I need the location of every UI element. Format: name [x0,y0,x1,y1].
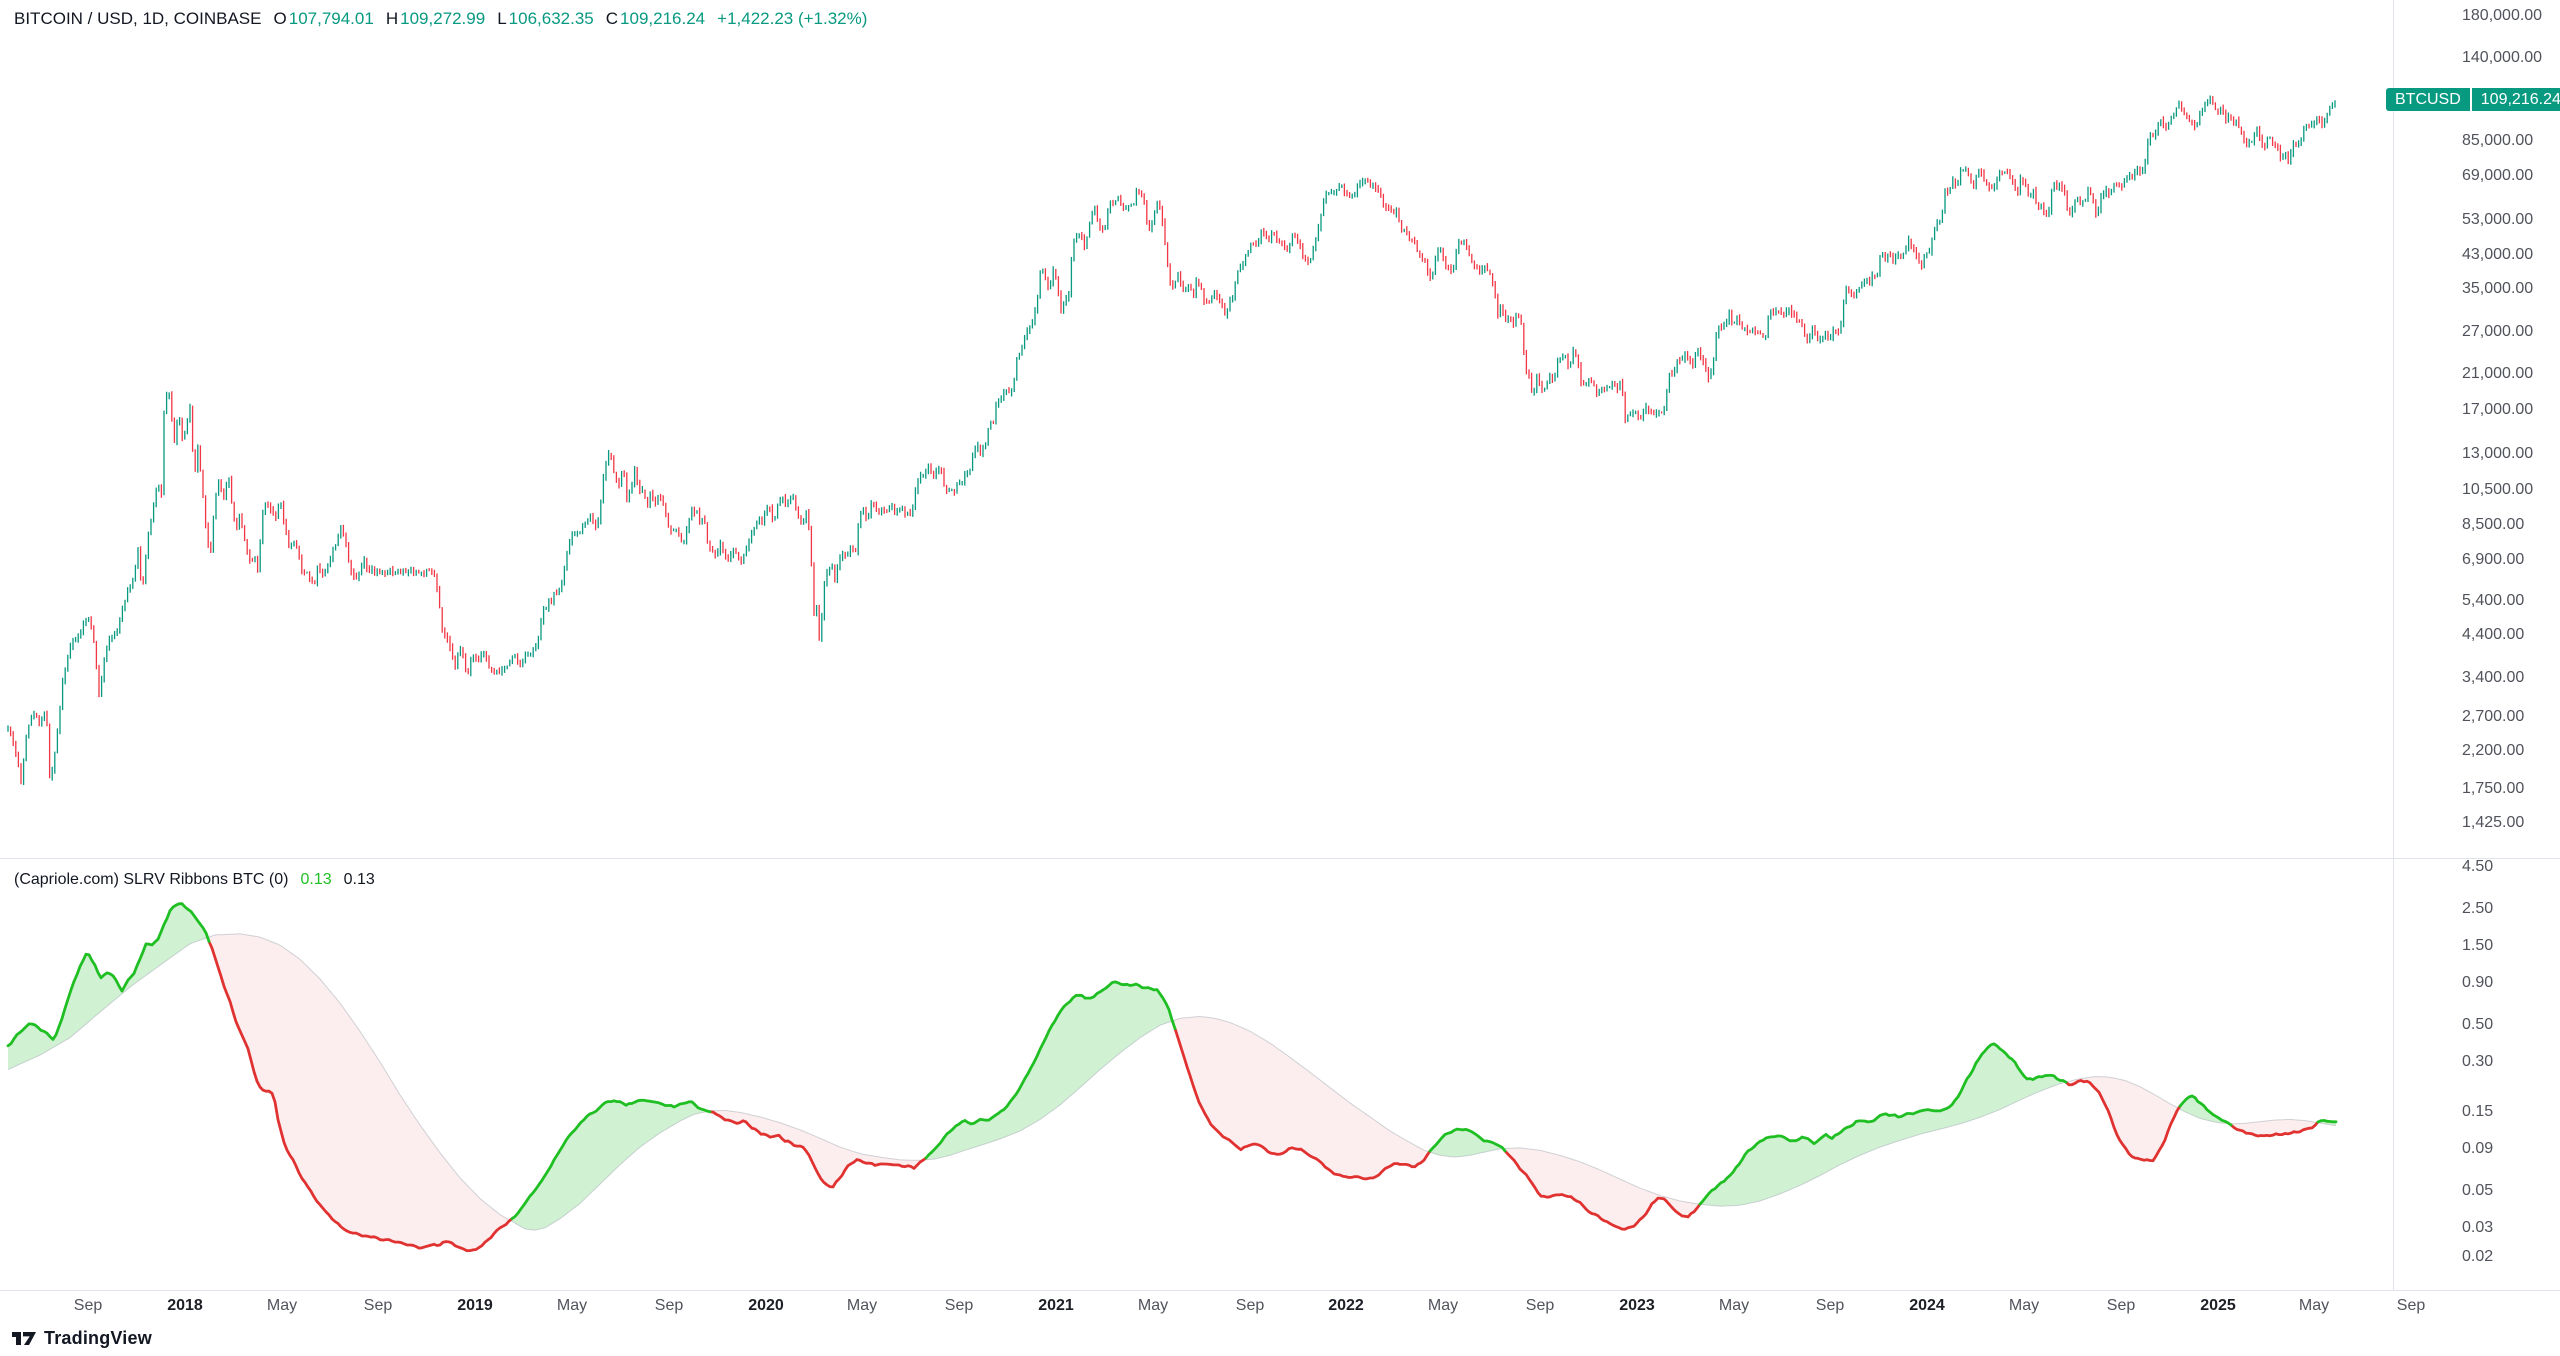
time-axis-label: Sep [944,1297,974,1314]
price-axis-label: 2,700.00 [2462,708,2525,725]
indicator-main-value: 0.13 [300,871,332,888]
time-axis-label: 2020 [748,1297,784,1314]
price-axis-label: 6,900.00 [2462,551,2525,568]
slrv-ribbons-series[interactable] [6,902,2338,1253]
time-axis-label: May [1427,1297,1459,1314]
indicator-band-value: 0.13 [343,871,375,888]
badge-separator [2469,88,2472,111]
time-axis-label: Sep [1525,1297,1555,1314]
indicator-axis-label: 0.15 [2462,1103,2494,1120]
indicator-legend[interactable]: (Capriole.com) SLRV Ribbons BTC (0) 0.13… [14,871,375,889]
time-axis-label: May [556,1297,588,1314]
price-axis-label: 85,000.00 [2462,132,2534,149]
price-axis-label: 21,000.00 [2462,365,2534,382]
time-axis-label: Sep [2106,1297,2136,1314]
time-axis-label: Sep [2396,1297,2426,1314]
time-axis-label: 2021 [1038,1297,1074,1314]
indicator-axis-label: 1.50 [2462,937,2494,954]
indicator-axis-label: 0.03 [2462,1219,2494,1236]
low-value: 106,632.35 [508,9,594,28]
time-axis-label: 2025 [2200,1297,2236,1314]
symbol-title[interactable]: BITCOIN / USD, 1D, COINBASE [14,9,262,28]
price-axis-label: 69,000.00 [2462,167,2534,184]
time-axis-label: May [2298,1297,2330,1314]
time-axis-label: May [1137,1297,1169,1314]
time-axis-label: Sep [1235,1297,1265,1314]
indicator-axis-label: 0.02 [2462,1248,2494,1265]
ohlc-low: L 106,632.35 [497,9,594,28]
time-axis-label: Sep [654,1297,684,1314]
price-axis-label: 4,400.00 [2462,626,2525,643]
slrv-line-green [6,902,2338,1220]
tradingview-logo-icon [12,1332,36,1345]
indicator-axis-label: 2.50 [2462,900,2494,917]
price-axis-label: 13,000.00 [2462,445,2534,462]
ribbon-fill-red [209,933,2318,1251]
high-value: 109,272.99 [400,9,486,28]
price-axis-label: 180,000.00 [2462,7,2543,24]
time-axis-label: May [2008,1297,2040,1314]
open-value: 107,794.01 [288,9,374,28]
price-axis-label: 1,425.00 [2462,814,2525,831]
indicator-axis-label: 0.09 [2462,1140,2494,1157]
badge-price: 109,216.24 [2480,90,2560,108]
time-axis-label: Sep [73,1297,103,1314]
slrv-line-red [207,940,2320,1253]
tradingview-logo[interactable]: TradingView [12,1328,152,1349]
price-axis-label: 10,500.00 [2462,481,2534,498]
price-axis-label: 35,000.00 [2462,280,2534,297]
pane-divider[interactable] [0,858,2560,859]
indicator-axis-label: 0.30 [2462,1053,2494,1070]
price-axis-label: 140,000.00 [2462,49,2543,66]
time-axis-label: Sep [363,1297,393,1314]
price-axis-label: 3,400.00 [2462,669,2525,686]
time-axis-label: 2023 [1619,1297,1655,1314]
price-axis-label: 5,400.00 [2462,592,2525,609]
price-axis-label: 17,000.00 [2462,401,2534,418]
time-axis-label: 2018 [167,1297,203,1314]
indicator-axis-label: 4.50 [2462,858,2494,875]
time-axis-divider [0,1290,2560,1291]
last-price-badge[interactable]: BTCUSD 109,216.24 [2386,88,2560,111]
price-axis-label: 53,000.00 [2462,211,2534,228]
time-axis-label: May [1718,1297,1750,1314]
ohlc-close: C 109,216.24 [605,9,706,28]
indicator-axis-label: 0.50 [2462,1016,2494,1033]
time-axis-label: 2019 [457,1297,493,1314]
close-value: 109,216.24 [620,9,706,28]
indicator-axis-label: 0.05 [2462,1182,2494,1199]
time-axis-label: Sep [1815,1297,1845,1314]
ohlc-open: O 107,794.01 [273,9,374,28]
time-axis-label: 2022 [1328,1297,1364,1314]
price-axis-label: 1,750.00 [2462,780,2525,797]
time-axis-label: 2024 [1909,1297,1945,1314]
price-axis-label: 27,000.00 [2462,323,2534,340]
tradingview-logo-text: TradingView [44,1328,152,1348]
change-value: +1,422.23 (+1.32%) [717,9,868,28]
ohlc-high: H 109,272.99 [385,9,486,28]
price-axis-label: 8,500.00 [2462,516,2525,533]
candlestick-series[interactable] [7,95,2336,786]
time-axis-label: May [846,1297,878,1314]
indicator-axis-label: 0.90 [2462,974,2494,991]
price-axis-label: 43,000.00 [2462,246,2534,263]
symbol-legend[interactable]: BITCOIN / USD, 1D, COINBASE O 107,794.01… [14,9,867,29]
price-scale-divider [2393,0,2394,1290]
badge-symbol: BTCUSD [2395,90,2461,108]
time-axis-label: May [266,1297,298,1314]
indicator-title[interactable]: (Capriole.com) SLRV Ribbons BTC (0) [14,871,289,888]
price-axis-label: 2,200.00 [2462,742,2525,759]
